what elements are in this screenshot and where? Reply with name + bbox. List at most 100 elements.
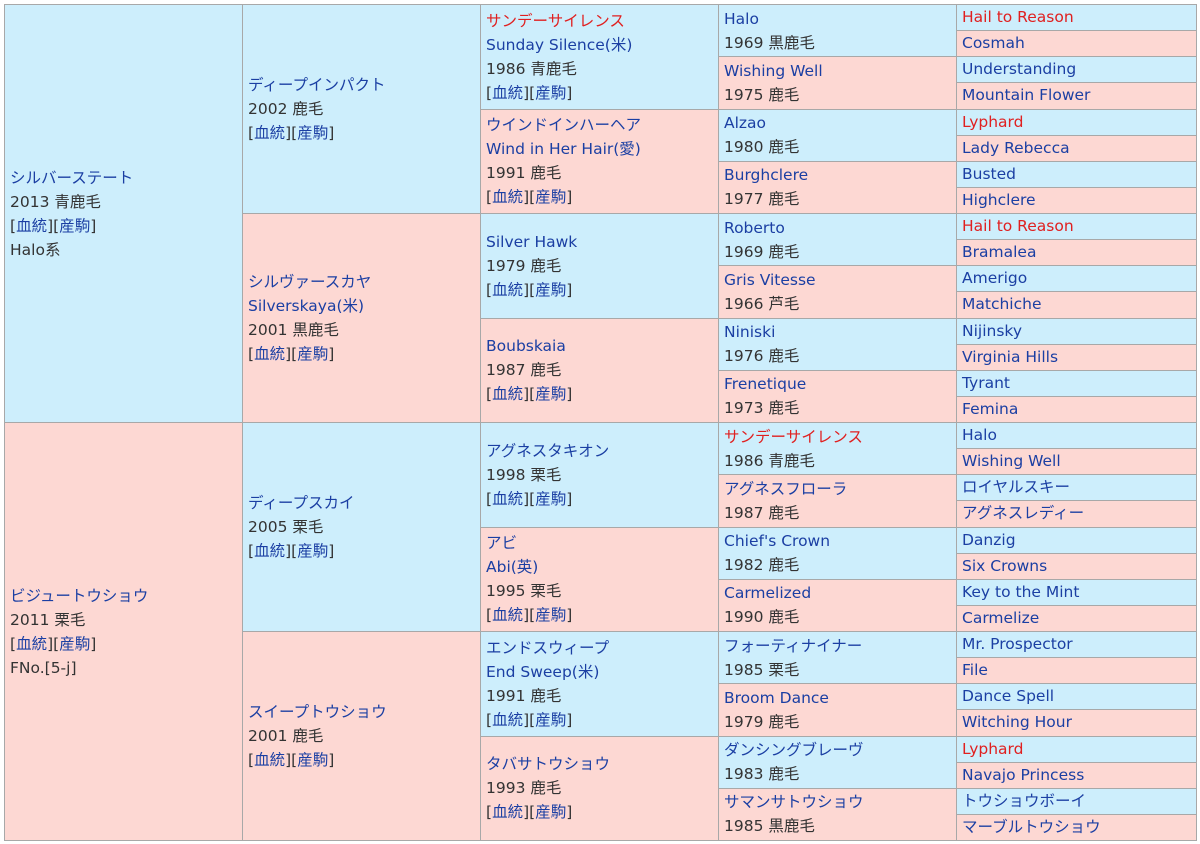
progeny-link[interactable]: 産駒 <box>297 345 329 363</box>
horse-name-link[interactable]: Cosmah <box>962 34 1025 53</box>
progeny-link[interactable]: 産駒 <box>297 124 329 142</box>
pedigree-link[interactable]: 血統 <box>254 124 286 142</box>
pedigree-link[interactable]: 血統 <box>16 216 48 235</box>
horse-name-link[interactable]: Mountain Flower <box>962 86 1091 105</box>
horse-name-link[interactable]: Virginia Hills <box>962 347 1059 366</box>
pedigree-cell-gen3: Boubskaia 1987 鹿毛 [血統][産駒] <box>480 317 719 423</box>
horse-origin-name[interactable]: Abi(英) <box>486 558 539 577</box>
horse-name-link[interactable]: Understanding <box>962 60 1077 79</box>
progeny-link[interactable]: 産駒 <box>535 280 567 299</box>
horse-name-link[interactable]: Silver Hawk <box>486 232 578 251</box>
horse-name-link[interactable]: Key to the Mint <box>962 582 1080 601</box>
horse-name-link[interactable]: Lyphard <box>962 739 1024 758</box>
horse-name-link[interactable]: フォーティナイナー <box>724 636 863 655</box>
pedigree-link[interactable]: 血統 <box>492 710 524 729</box>
horse-name-link[interactable]: マーブルトウショウ <box>962 817 1101 836</box>
progeny-link[interactable]: 産駒 <box>535 606 567 625</box>
horse-name-line: Lady Rebecca <box>962 136 1196 160</box>
progeny-link[interactable]: 産駒 <box>535 710 567 729</box>
progeny-link[interactable]: 産駒 <box>297 751 329 769</box>
horse-name-link[interactable]: Dance Spell <box>962 687 1055 706</box>
horse-name-link[interactable]: ダンシングブレーヴ <box>724 741 864 760</box>
horse-name-link[interactable]: ビジュートウショウ <box>10 586 149 605</box>
pedigree-link[interactable]: 血統 <box>492 385 524 404</box>
horse-name-link[interactable]: アビ <box>486 534 518 553</box>
horse-name-link[interactable]: Roberto <box>724 218 785 237</box>
horse-name-link[interactable]: アグネスフローラ <box>724 479 848 498</box>
horse-name-link[interactable]: アグネスタキオン <box>486 441 610 460</box>
pedigree-link[interactable]: 血統 <box>492 803 524 822</box>
horse-name-link[interactable]: Hail to Reason <box>962 8 1074 27</box>
horse-name-link[interactable]: サンデーサイレンス <box>486 11 625 30</box>
horse-name-link[interactable]: Bramalea <box>962 243 1037 262</box>
pedigree-link[interactable]: 血統 <box>254 345 286 363</box>
pedigree-link[interactable]: 血統 <box>16 634 48 653</box>
horse-name-link[interactable]: ディープインパクト <box>248 76 386 94</box>
horse-name-link[interactable]: ロイヤルスキー <box>962 478 1071 497</box>
horse-name-link[interactable]: サマンサトウショウ <box>724 793 864 812</box>
horse-name-link[interactable]: Hail to Reason <box>962 217 1074 236</box>
horse-name-link[interactable]: Matchiche <box>962 295 1042 314</box>
pedigree-link[interactable]: 血統 <box>492 280 524 299</box>
horse-name-link[interactable]: Lyphard <box>962 112 1024 131</box>
horse-name-link[interactable]: Wishing Well <box>724 61 823 80</box>
horse-name-link[interactable]: Highclere <box>962 190 1036 209</box>
progeny-link[interactable]: 産駒 <box>297 542 329 560</box>
horse-name-link[interactable]: トウショウボーイ <box>962 791 1087 810</box>
horse-name-link[interactable]: Frenetique <box>724 375 807 394</box>
pedigree-link[interactable]: 血統 <box>254 751 286 769</box>
horse-name-link[interactable]: Boubskaia <box>486 337 566 356</box>
horse-name-link[interactable]: シルバーステート <box>10 168 134 187</box>
horse-name-link[interactable]: Halo <box>962 426 997 445</box>
horse-name-link[interactable]: シルヴァースカヤ <box>248 273 372 291</box>
horse-name-link[interactable]: Broom Dance <box>724 688 829 707</box>
line-info: FNo.[5-j] <box>10 658 77 677</box>
horse-name-link[interactable]: アグネスレディー <box>962 504 1085 523</box>
progeny-link[interactable]: 産駒 <box>535 83 567 102</box>
horse-name-link[interactable]: Chief's Crown <box>724 532 831 551</box>
horse-name-link[interactable]: Six Crowns <box>962 556 1048 575</box>
horse-name-link[interactable]: Alzao <box>724 114 767 133</box>
horse-name-link[interactable]: Halo <box>724 9 759 28</box>
horse-name-link[interactable]: Femina <box>962 399 1019 418</box>
horse-name-link[interactable]: Navajo Princess <box>962 765 1085 784</box>
progeny-link[interactable]: 産駒 <box>59 634 91 653</box>
horse-name-link[interactable]: スイープトウショウ <box>248 703 387 721</box>
horse-name-link[interactable]: Carmelized <box>724 584 812 603</box>
horse-name-link[interactable]: Mr. Prospector <box>962 635 1073 654</box>
pedigree-link[interactable]: 血統 <box>254 542 286 560</box>
horse-name-line: アビ <box>486 531 718 555</box>
horse-name-link[interactable]: Danzig <box>962 530 1016 549</box>
horse-name-link[interactable]: Carmelize <box>962 608 1040 627</box>
horse-origin-name[interactable]: Wind in Her Hair(愛) <box>486 140 641 159</box>
horse-name-link[interactable]: Burghclere <box>724 166 809 185</box>
horse-name-link[interactable]: ウインドインハーヘア <box>486 116 642 135</box>
progeny-link[interactable]: 産駒 <box>535 385 567 404</box>
horse-name-link[interactable]: ディープスカイ <box>248 494 355 512</box>
pedigree-link[interactable]: 血統 <box>492 188 524 207</box>
progeny-link[interactable]: 産駒 <box>535 489 567 508</box>
pedigree-link[interactable]: 血統 <box>492 489 524 508</box>
horse-name-link[interactable]: Wishing Well <box>962 452 1061 471</box>
horse-name-link[interactable]: Tyrant <box>962 373 1010 392</box>
progeny-link[interactable]: 産駒 <box>535 803 567 822</box>
horse-name-link[interactable]: エンドスウィープ <box>486 638 610 657</box>
horse-origin-name[interactable]: Sunday Silence(米) <box>486 35 633 54</box>
horse-name-link[interactable]: タバサトウショウ <box>486 755 611 774</box>
pedigree-link[interactable]: 血統 <box>492 606 524 625</box>
horse-name-link[interactable]: File <box>962 661 988 680</box>
horse-name-link[interactable]: Niniski <box>724 323 776 342</box>
horse-name-link[interactable]: サンデーサイレンス <box>724 427 863 446</box>
horse-origin-name[interactable]: End Sweep(米) <box>486 662 600 681</box>
horse-name-link[interactable]: Witching Hour <box>962 713 1072 732</box>
horse-name-link[interactable]: Busted <box>962 164 1016 183</box>
horse-name-link[interactable]: Amerigo <box>962 269 1028 288</box>
progeny-link[interactable]: 産駒 <box>59 216 91 235</box>
horse-origin-name[interactable]: Silverskaya(米) <box>248 297 365 315</box>
progeny-link[interactable]: 産駒 <box>535 188 567 207</box>
horse-name-link[interactable]: Gris Vitesse <box>724 270 816 289</box>
pedigree-link[interactable]: 血統 <box>492 83 524 102</box>
bracket-close: ] <box>328 345 335 363</box>
horse-name-link[interactable]: Nijinsky <box>962 321 1023 340</box>
horse-name-link[interactable]: Lady Rebecca <box>962 138 1070 157</box>
